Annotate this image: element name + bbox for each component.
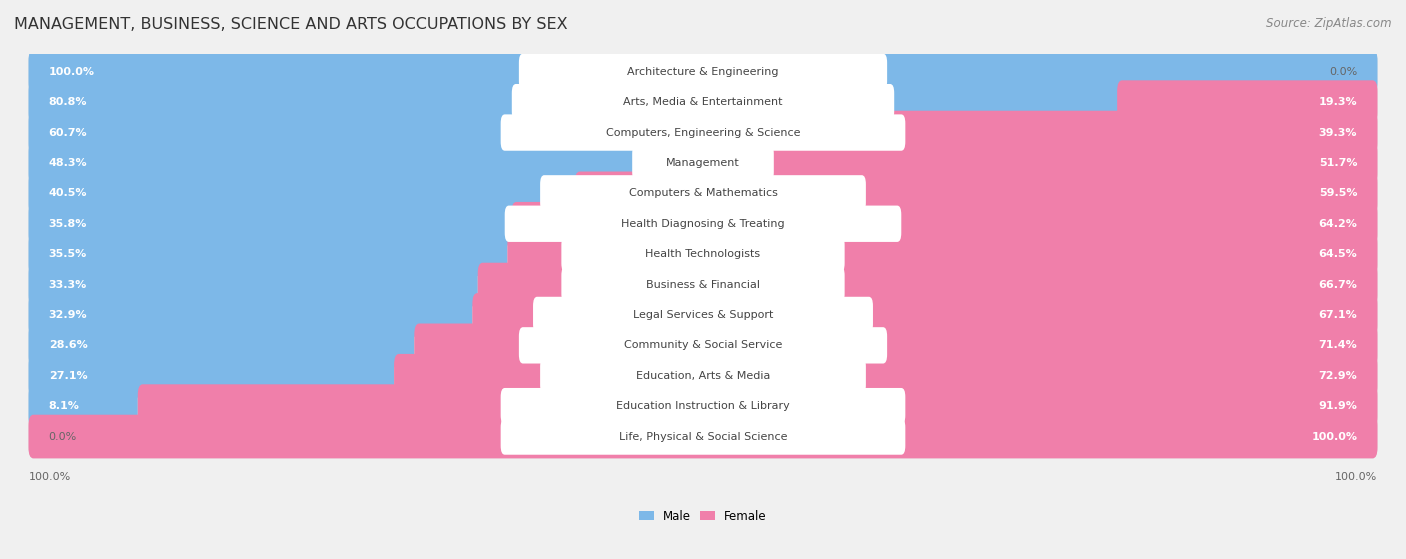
Text: 64.5%: 64.5% bbox=[1319, 249, 1357, 259]
Text: Community & Social Service: Community & Social Service bbox=[624, 340, 782, 350]
FancyBboxPatch shape bbox=[28, 324, 1378, 367]
Text: 28.6%: 28.6% bbox=[49, 340, 87, 350]
FancyBboxPatch shape bbox=[415, 324, 1378, 367]
Text: 48.3%: 48.3% bbox=[49, 158, 87, 168]
FancyBboxPatch shape bbox=[394, 354, 1378, 397]
Text: 100.0%: 100.0% bbox=[1312, 432, 1357, 442]
Text: 40.5%: 40.5% bbox=[49, 188, 87, 198]
Text: Life, Physical & Social Science: Life, Physical & Social Science bbox=[619, 432, 787, 442]
FancyBboxPatch shape bbox=[561, 236, 845, 272]
FancyBboxPatch shape bbox=[28, 50, 1378, 93]
FancyBboxPatch shape bbox=[28, 141, 681, 185]
Text: 19.3%: 19.3% bbox=[1319, 97, 1357, 107]
FancyBboxPatch shape bbox=[28, 141, 1378, 185]
Text: Computers & Mathematics: Computers & Mathematics bbox=[628, 188, 778, 198]
Text: 100.0%: 100.0% bbox=[1336, 472, 1378, 482]
FancyBboxPatch shape bbox=[28, 263, 478, 306]
Text: Management: Management bbox=[666, 158, 740, 168]
FancyBboxPatch shape bbox=[540, 358, 866, 394]
FancyBboxPatch shape bbox=[28, 202, 1378, 245]
Text: Source: ZipAtlas.com: Source: ZipAtlas.com bbox=[1267, 17, 1392, 30]
FancyBboxPatch shape bbox=[28, 354, 1378, 397]
Text: 27.1%: 27.1% bbox=[49, 371, 87, 381]
FancyBboxPatch shape bbox=[508, 233, 1378, 276]
FancyBboxPatch shape bbox=[512, 202, 1378, 245]
Text: 59.5%: 59.5% bbox=[1319, 188, 1357, 198]
Text: Architecture & Engineering: Architecture & Engineering bbox=[627, 67, 779, 77]
FancyBboxPatch shape bbox=[848, 111, 1378, 154]
FancyBboxPatch shape bbox=[512, 84, 894, 120]
Text: 80.8%: 80.8% bbox=[49, 97, 87, 107]
FancyBboxPatch shape bbox=[28, 172, 575, 215]
FancyBboxPatch shape bbox=[138, 385, 1378, 428]
Text: 8.1%: 8.1% bbox=[49, 401, 80, 411]
FancyBboxPatch shape bbox=[28, 172, 1378, 215]
Text: Arts, Media & Entertainment: Arts, Media & Entertainment bbox=[623, 97, 783, 107]
FancyBboxPatch shape bbox=[501, 418, 905, 454]
FancyBboxPatch shape bbox=[575, 172, 1378, 215]
FancyBboxPatch shape bbox=[519, 54, 887, 90]
Text: 66.7%: 66.7% bbox=[1319, 280, 1357, 290]
FancyBboxPatch shape bbox=[28, 293, 472, 337]
Text: 91.9%: 91.9% bbox=[1319, 401, 1357, 411]
Text: 35.5%: 35.5% bbox=[49, 249, 87, 259]
FancyBboxPatch shape bbox=[28, 415, 1378, 458]
FancyBboxPatch shape bbox=[681, 141, 1378, 185]
FancyBboxPatch shape bbox=[28, 80, 1378, 124]
Text: 32.9%: 32.9% bbox=[49, 310, 87, 320]
FancyBboxPatch shape bbox=[28, 293, 1378, 337]
FancyBboxPatch shape bbox=[28, 80, 1119, 124]
FancyBboxPatch shape bbox=[28, 385, 1378, 428]
FancyBboxPatch shape bbox=[501, 388, 905, 424]
Text: Legal Services & Support: Legal Services & Support bbox=[633, 310, 773, 320]
FancyBboxPatch shape bbox=[28, 202, 512, 245]
FancyBboxPatch shape bbox=[1118, 80, 1378, 124]
Text: 33.3%: 33.3% bbox=[49, 280, 87, 290]
Text: Business & Financial: Business & Financial bbox=[645, 280, 761, 290]
FancyBboxPatch shape bbox=[28, 111, 1378, 154]
Text: Health Technologists: Health Technologists bbox=[645, 249, 761, 259]
FancyBboxPatch shape bbox=[28, 324, 415, 367]
Text: 39.3%: 39.3% bbox=[1319, 127, 1357, 138]
Text: 67.1%: 67.1% bbox=[1319, 310, 1357, 320]
Text: 0.0%: 0.0% bbox=[1329, 67, 1357, 77]
Text: Health Diagnosing & Treating: Health Diagnosing & Treating bbox=[621, 219, 785, 229]
FancyBboxPatch shape bbox=[28, 50, 1378, 93]
FancyBboxPatch shape bbox=[633, 145, 773, 181]
FancyBboxPatch shape bbox=[533, 297, 873, 333]
FancyBboxPatch shape bbox=[501, 115, 905, 151]
FancyBboxPatch shape bbox=[28, 111, 848, 154]
Legend: Male, Female: Male, Female bbox=[634, 505, 772, 527]
FancyBboxPatch shape bbox=[28, 354, 394, 397]
Text: MANAGEMENT, BUSINESS, SCIENCE AND ARTS OCCUPATIONS BY SEX: MANAGEMENT, BUSINESS, SCIENCE AND ARTS O… bbox=[14, 17, 568, 32]
Text: 64.2%: 64.2% bbox=[1319, 219, 1357, 229]
FancyBboxPatch shape bbox=[561, 267, 845, 303]
FancyBboxPatch shape bbox=[28, 233, 508, 276]
FancyBboxPatch shape bbox=[28, 263, 1378, 306]
Text: 72.9%: 72.9% bbox=[1319, 371, 1357, 381]
Text: Education, Arts & Media: Education, Arts & Media bbox=[636, 371, 770, 381]
Text: 60.7%: 60.7% bbox=[49, 127, 87, 138]
FancyBboxPatch shape bbox=[472, 293, 1378, 337]
Text: 0.0%: 0.0% bbox=[49, 432, 77, 442]
FancyBboxPatch shape bbox=[478, 263, 1378, 306]
Text: Computers, Engineering & Science: Computers, Engineering & Science bbox=[606, 127, 800, 138]
FancyBboxPatch shape bbox=[28, 233, 1378, 276]
Text: 100.0%: 100.0% bbox=[49, 67, 94, 77]
FancyBboxPatch shape bbox=[28, 385, 138, 428]
Text: 100.0%: 100.0% bbox=[28, 472, 70, 482]
FancyBboxPatch shape bbox=[519, 327, 887, 363]
FancyBboxPatch shape bbox=[540, 175, 866, 211]
Text: 35.8%: 35.8% bbox=[49, 219, 87, 229]
Text: 71.4%: 71.4% bbox=[1319, 340, 1357, 350]
Text: 51.7%: 51.7% bbox=[1319, 158, 1357, 168]
FancyBboxPatch shape bbox=[28, 415, 1378, 458]
Text: Education Instruction & Library: Education Instruction & Library bbox=[616, 401, 790, 411]
FancyBboxPatch shape bbox=[505, 206, 901, 242]
